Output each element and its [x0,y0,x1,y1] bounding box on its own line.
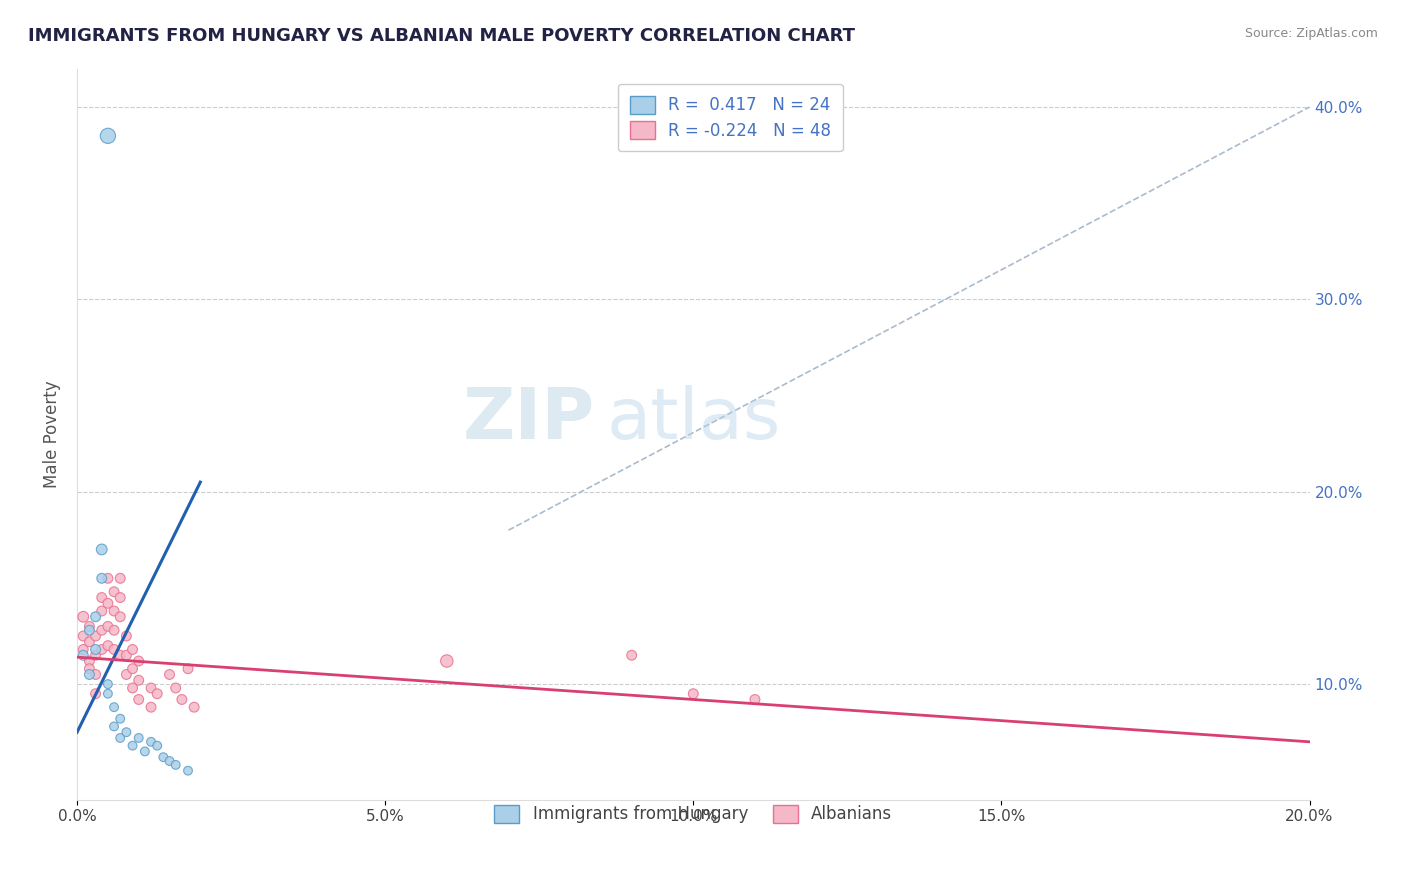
Point [146,739,169,753]
Point [103,700,125,714]
Point [84,629,107,643]
Point [90,624,112,638]
Point [115,667,138,681]
Point [97,128,120,143]
Point [152,750,174,764]
Point [97,639,120,653]
Point [97,571,120,585]
Y-axis label: Male Poverty: Male Poverty [44,380,60,488]
Point [139,735,162,749]
Point [97,677,120,691]
Point [72,629,94,643]
Point [115,648,138,663]
Point [103,642,125,657]
Point [115,725,138,739]
Point [110,591,132,605]
Point [90,571,112,585]
Point [84,642,107,657]
Point [79,654,101,668]
Point [121,662,143,676]
Point [84,609,107,624]
Text: ZIP: ZIP [463,385,595,454]
Point [159,754,181,768]
Point [90,542,112,557]
Point [90,604,112,618]
Legend: Immigrants from Hungary, Albanians: Immigrants from Hungary, Albanians [482,793,904,835]
Point [128,692,150,706]
Point [72,648,94,663]
Point [170,692,193,706]
Point [121,739,143,753]
Point [177,662,200,676]
Point [79,624,101,638]
Point [97,596,120,610]
Point [165,758,187,772]
Point [177,764,200,778]
Point [682,687,704,701]
Point [79,619,101,633]
Point [84,687,107,701]
Point [159,667,181,681]
Point [436,654,458,668]
Point [103,584,125,599]
Point [183,700,205,714]
Point [103,624,125,638]
Point [90,591,112,605]
Point [128,654,150,668]
Point [146,687,169,701]
Point [97,619,120,633]
Point [79,662,101,676]
Point [103,604,125,618]
Text: Source: ZipAtlas.com: Source: ZipAtlas.com [1244,27,1378,40]
Text: atlas: atlas [607,385,782,454]
Point [79,634,101,648]
Point [97,687,120,701]
Point [90,642,112,657]
Point [110,648,132,663]
Point [84,648,107,663]
Point [744,692,766,706]
Point [121,681,143,695]
Point [139,700,162,714]
Point [103,719,125,733]
Point [72,642,94,657]
Text: IMMIGRANTS FROM HUNGARY VS ALBANIAN MALE POVERTY CORRELATION CHART: IMMIGRANTS FROM HUNGARY VS ALBANIAN MALE… [28,27,855,45]
Point [115,629,138,643]
Point [84,667,107,681]
Point [72,609,94,624]
Point [79,667,101,681]
Point [110,731,132,745]
Point [620,648,643,663]
Point [134,744,156,758]
Point [139,681,162,695]
Point [110,609,132,624]
Point [110,571,132,585]
Point [165,681,187,695]
Point [121,642,143,657]
Point [110,712,132,726]
Point [128,731,150,745]
Point [128,673,150,688]
